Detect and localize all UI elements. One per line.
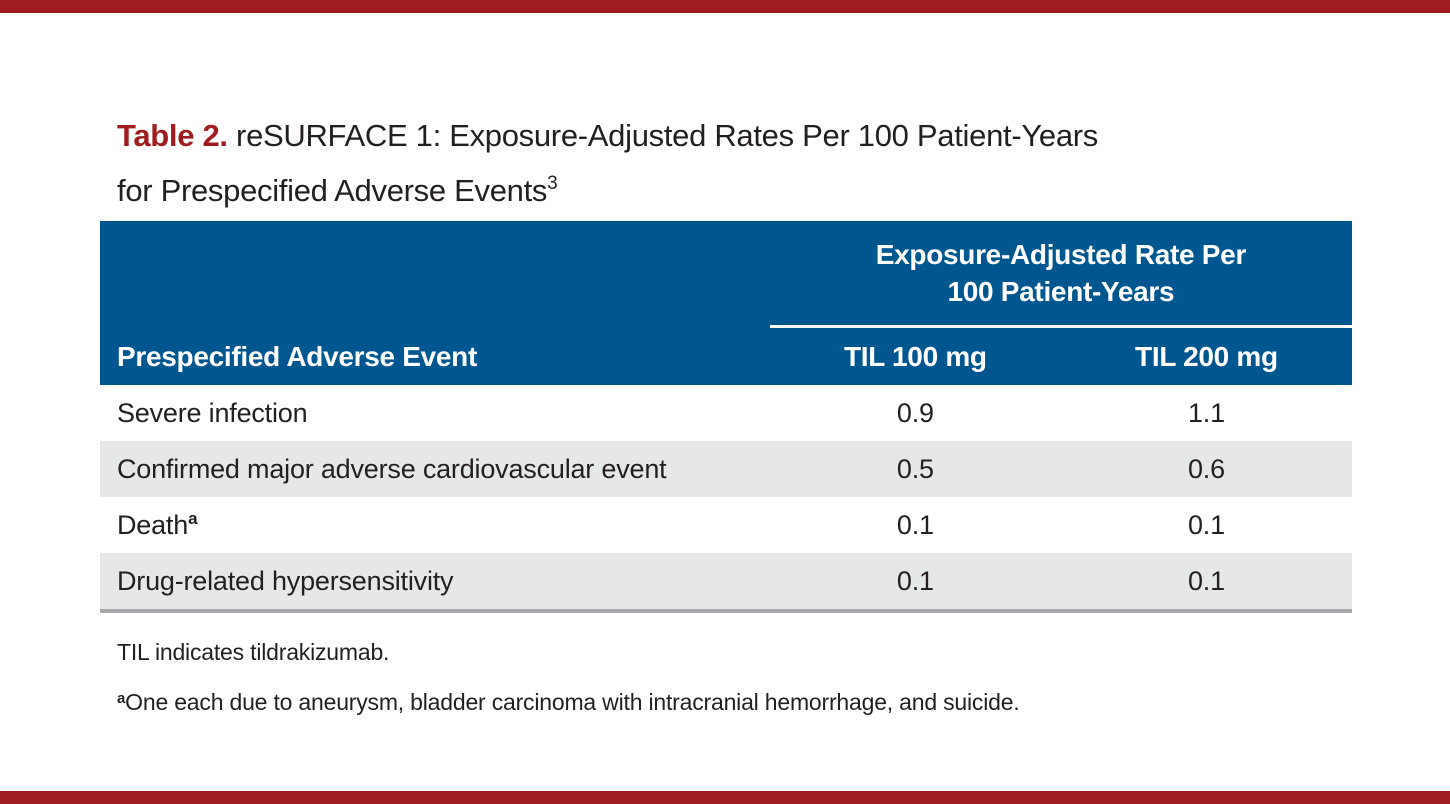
row-value-til200: 0.6: [1187, 453, 1225, 484]
column-header-til200: TIL 200 mg: [1135, 340, 1278, 372]
group-header-underline: [769, 325, 1352, 328]
table-row: Confirmed major adverse cardiovascular e…: [100, 441, 1352, 497]
document-body: Table 2. reSURFACE 1: Exposure-Adjusted …: [100, 0, 1352, 715]
group-header-line1: Exposure-Adjusted Rate Per: [875, 239, 1247, 270]
row-value-til100: 0.1: [896, 565, 934, 596]
row-label-superscript: a: [188, 509, 198, 528]
row-value-til200: 0.1: [1187, 509, 1225, 540]
table-title-label: Table 2.: [117, 118, 228, 153]
row-label: Drug-related hypersensitivity: [117, 566, 454, 596]
footnote-a-marker: a: [117, 690, 126, 707]
table-header: Exposure-Adjusted Rate Per 100 Patient-Y…: [100, 221, 1352, 385]
row-label: Severe infection: [117, 398, 308, 428]
adverse-events-table: Exposure-Adjusted Rate Per 100 Patient-Y…: [100, 221, 1352, 613]
table-title: Table 2. reSURFACE 1: Exposure-Adjusted …: [117, 112, 1352, 215]
footnotes: TIL indicates tildrakizumab. aOne each d…: [117, 639, 1352, 715]
table-title-text-line1: reSURFACE 1: Exposure-Adjusted Rates Per…: [227, 118, 1099, 153]
table-row: Drug-related hypersensitivity 0.1 0.1: [100, 553, 1352, 609]
row-value-til200: 1.1: [1187, 397, 1225, 428]
row-value-til100: 0.9: [896, 397, 934, 428]
row-label: Deatha: [117, 509, 198, 540]
table-title-text-line2: for Prespecified Adverse Events: [117, 173, 548, 208]
group-column-header: Exposure-Adjusted Rate Per 100 Patient-Y…: [770, 221, 1352, 325]
column-header-event: Prespecified Adverse Event: [117, 340, 478, 372]
column-headers-row: Prespecified Adverse Event TIL 100 mg TI…: [100, 328, 1352, 385]
column-header-til100: TIL 100 mg: [843, 340, 987, 372]
footnote-a-text: One each due to aneurysm, bladder carcin…: [125, 689, 1020, 715]
row-label: Confirmed major adverse cardiovascular e…: [117, 454, 667, 484]
footnote-a: aOne each due to aneurysm, bladder carci…: [117, 686, 1352, 715]
group-header-line2: 100 Patient-Years: [947, 276, 1175, 307]
top-accent-bar: [0, 0, 1450, 13]
row-value-til200: 0.1: [1187, 565, 1225, 596]
row-value-til100: 0.1: [896, 509, 934, 540]
table-title-reference-superscript: 3: [547, 173, 558, 194]
row-value-til100: 0.5: [896, 453, 934, 484]
table-row: Deatha 0.1 0.1: [100, 497, 1352, 553]
table-row: Severe infection 0.9 1.1: [100, 385, 1352, 441]
bottom-accent-bar: [0, 791, 1450, 804]
footnote-abbreviation: TIL indicates tildrakizumab.: [117, 639, 390, 665]
table-bottom-border: [100, 609, 1352, 613]
